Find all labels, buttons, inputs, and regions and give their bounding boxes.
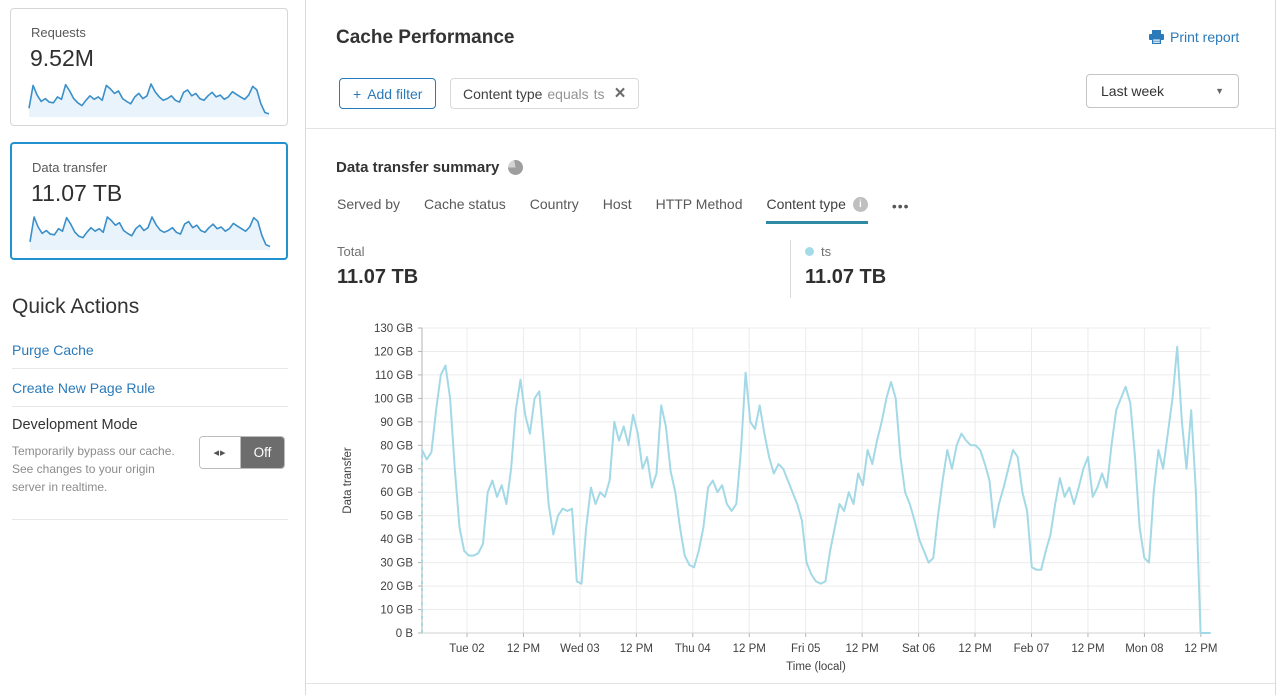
time-range-select[interactable]: Last week ▼ bbox=[1086, 74, 1239, 108]
svg-text:100 GB: 100 GB bbox=[374, 393, 413, 405]
header-divider bbox=[306, 128, 1275, 129]
divider bbox=[12, 368, 288, 369]
add-filter-label: Add filter bbox=[367, 85, 423, 102]
svg-text:20 GB: 20 GB bbox=[380, 581, 413, 593]
time-range-value: Last week bbox=[1101, 83, 1165, 99]
content-right-border bbox=[1275, 0, 1276, 695]
requests-label: Requests bbox=[31, 25, 86, 40]
create-page-rule-link[interactable]: Create New Page Rule bbox=[12, 380, 156, 396]
print-report-link[interactable]: Print report bbox=[1149, 29, 1239, 45]
svg-text:12 PM: 12 PM bbox=[1184, 643, 1217, 655]
svg-text:30 GB: 30 GB bbox=[380, 558, 413, 570]
svg-text:Thu 04: Thu 04 bbox=[675, 643, 711, 655]
data-transfer-chart: 0 B 10 GB 20 GB 30 GB 40 GB 50 GB 60 GB 70 GB 80… bbox=[342, 323, 1217, 673]
data-transfer-metric-card[interactable]: Data transfer 11.07 TB bbox=[10, 142, 288, 260]
tab-label: Served by bbox=[337, 196, 401, 212]
svg-text:120 GB: 120 GB bbox=[374, 346, 413, 358]
total-value: 11.07 TB bbox=[337, 266, 419, 288]
tab-label: Host bbox=[602, 196, 632, 212]
data-transfer-value: 11.07 TB bbox=[31, 180, 123, 206]
section-bottom-divider bbox=[306, 683, 1275, 684]
svg-text:110 GB: 110 GB bbox=[375, 370, 413, 382]
requests-sparkline bbox=[28, 80, 270, 118]
development-mode-description: Temporarily bypass our cache. See change… bbox=[12, 444, 175, 494]
svg-text:Data transfer: Data transfer bbox=[342, 447, 354, 514]
tab-http-method[interactable]: HTTP Method bbox=[656, 196, 743, 221]
data-transfer-label: Data transfer bbox=[32, 160, 108, 175]
summary-section-title: Data transfer summary bbox=[336, 159, 524, 176]
tab-host[interactable]: Host bbox=[603, 196, 632, 221]
svg-text:Time (local): Time (local) bbox=[786, 661, 846, 673]
purge-cache-link[interactable]: Purge Cache bbox=[12, 342, 94, 358]
series-value: 11.07 TB bbox=[805, 266, 887, 288]
filter-value: ts bbox=[593, 85, 605, 102]
tab-served-by[interactable]: Served by bbox=[337, 196, 400, 221]
tab-label: HTTP Method bbox=[655, 196, 743, 212]
svg-text:60 GB: 60 GB bbox=[380, 487, 413, 499]
filter-chip-content-type[interactable]: Content type equals ts × bbox=[450, 78, 639, 109]
summary-title-text: Data transfer summary bbox=[336, 159, 500, 176]
svg-text:70 GB: 70 GB bbox=[380, 464, 413, 476]
add-filter-button[interactable]: + Add filter bbox=[339, 78, 437, 109]
sidebar-divider-vertical bbox=[305, 0, 306, 695]
tab-country[interactable]: Country bbox=[530, 196, 579, 221]
tab-label: Country bbox=[529, 196, 579, 212]
svg-text:80 GB: 80 GB bbox=[380, 440, 413, 452]
stats-divider bbox=[790, 240, 791, 298]
data-freshness-icon bbox=[508, 160, 524, 175]
printer-icon bbox=[1149, 30, 1164, 44]
svg-text:40 GB: 40 GB bbox=[380, 534, 413, 546]
series-legend-ts[interactable]: ts bbox=[805, 244, 831, 259]
tab-cache-status[interactable]: Cache status bbox=[424, 196, 506, 221]
svg-text:12 PM: 12 PM bbox=[1071, 643, 1104, 655]
svg-text:130 GB: 130 GB bbox=[374, 323, 413, 335]
chevron-down-icon: ▼ bbox=[1215, 86, 1224, 96]
tab-label: Cache status bbox=[424, 196, 506, 212]
toggle-arrows-icon: ◂▸ bbox=[200, 437, 241, 468]
legend-dot-icon bbox=[805, 247, 814, 256]
more-dimensions-button[interactable]: ••• bbox=[891, 198, 910, 214]
svg-text:Sat 06: Sat 06 bbox=[902, 643, 935, 655]
svg-text:Fri 05: Fri 05 bbox=[791, 643, 820, 655]
remove-filter-icon[interactable]: × bbox=[614, 83, 626, 104]
plus-icon: + bbox=[353, 85, 362, 102]
data-transfer-sparkline bbox=[29, 213, 271, 251]
svg-text:10 GB: 10 GB bbox=[380, 605, 413, 617]
svg-text:12 PM: 12 PM bbox=[620, 643, 653, 655]
development-mode-title: Development Mode bbox=[12, 417, 138, 433]
svg-text:90 GB: 90 GB bbox=[380, 417, 413, 429]
tab-content-type[interactable]: Content type i bbox=[766, 196, 868, 224]
dimension-tabs: Served by Cache status Country Host HTTP Met… bbox=[337, 196, 910, 224]
svg-text:Tue 02: Tue 02 bbox=[449, 643, 484, 655]
svg-text:12 PM: 12 PM bbox=[507, 643, 540, 655]
svg-text:Feb 07: Feb 07 bbox=[1014, 643, 1050, 655]
requests-metric-card[interactable]: Requests 9.52M bbox=[10, 8, 288, 126]
svg-text:0 B: 0 B bbox=[396, 628, 414, 640]
svg-text:Mon 08: Mon 08 bbox=[1125, 643, 1163, 655]
filter-operator: equals bbox=[547, 85, 589, 102]
development-mode-toggle[interactable]: ◂▸ Off bbox=[199, 436, 285, 469]
tab-label: Content type bbox=[766, 196, 846, 212]
quick-actions-heading: Quick Actions bbox=[12, 295, 140, 318]
svg-text:12 PM: 12 PM bbox=[846, 643, 879, 655]
print-report-label: Print report bbox=[1170, 29, 1240, 45]
svg-text:12 PM: 12 PM bbox=[733, 643, 766, 655]
svg-text:50 GB: 50 GB bbox=[380, 511, 413, 523]
divider bbox=[12, 406, 288, 407]
info-icon[interactable]: i bbox=[852, 196, 868, 212]
requests-value: 9.52M bbox=[30, 45, 94, 71]
divider bbox=[12, 519, 288, 520]
legend-series-name: ts bbox=[821, 244, 832, 259]
total-label: Total bbox=[337, 244, 365, 259]
filter-field: Content type bbox=[463, 85, 543, 102]
svg-text:Wed 03: Wed 03 bbox=[560, 643, 599, 655]
svg-text:12 PM: 12 PM bbox=[958, 643, 991, 655]
toggle-state-label: Off bbox=[241, 437, 284, 468]
page-title: Cache Performance bbox=[336, 27, 515, 48]
